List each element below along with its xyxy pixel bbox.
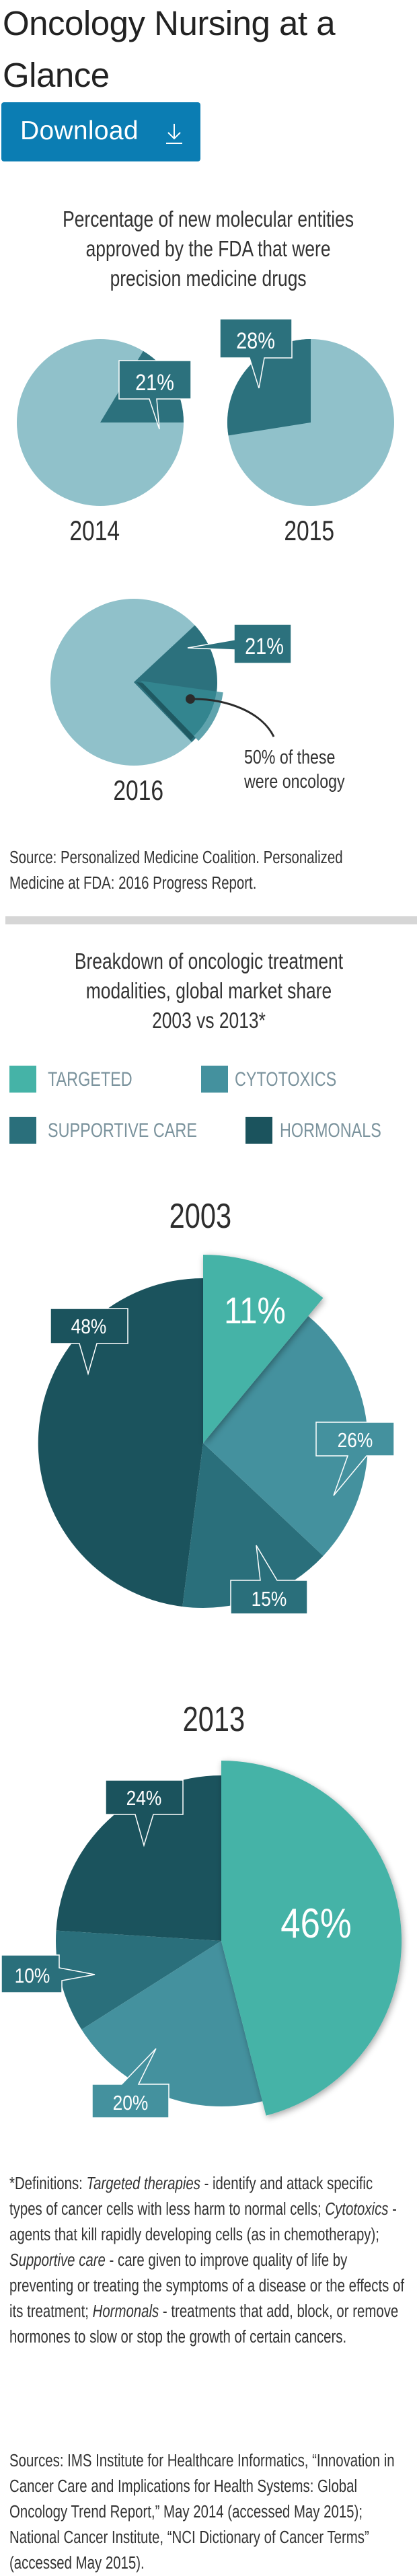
definitions: *Definitions: Targeted therapies - ident… [9,2171,408,2350]
callout-2016: 21% [187,624,292,664]
download-button[interactable]: Download [1,102,200,161]
legend-swatch-targeted [9,1066,36,1093]
pie-2014-year-wrap: 2014 [28,515,162,547]
legend-swatch-cytotoxics [201,1066,228,1093]
pie-2016-year: 2016 [113,774,164,806]
pie-2013-supportive-care [56,1930,221,2030]
pie-2016: 21% [50,599,292,766]
section1-title: Percentage of new molecular entities app… [0,205,417,293]
callout-2013-cytotoxics-label: 20% [113,2092,149,2114]
pie-2003-targeted-label: 11% [224,1290,286,1331]
callout-2016-label: 21% [245,633,284,659]
pie-2003-cytotoxics [203,1316,369,1556]
pie-2015-slice [227,339,311,436]
pie-2015-year: 2015 [284,515,335,546]
pie-2003-year-wrap: 2003 [0,1196,409,1237]
oncology-note: 50% of these were oncology [244,745,406,794]
pie-2013-targeted [221,1761,402,2116]
pie-2003-supportive-care [182,1443,324,1609]
pie-2014-year: 2014 [69,515,120,546]
pie-2014: 21% [17,339,192,506]
pie-2015-year-wrap: 2015 [242,515,377,547]
pie-2013-year-wrap: 2013 [5,1699,417,1740]
definition-text-hormonals: - treatments that add, block, or remove … [9,2302,399,2347]
pie-2013-cytotoxics [81,1941,263,2107]
legend-label-targeted: TARGETED [48,1068,132,1091]
legend-label-hormonals: HORMONALS [280,1119,381,1142]
download-label: Download [20,116,139,145]
section1-title-line: approved by the FDA that were [86,236,331,261]
pie-2015: 28% [219,318,394,506]
callout-2003-cytotoxics-label: 26% [338,1429,373,1452]
definition-term-hormonals: Hormonals [92,2302,159,2321]
callout-2013-hormonals-label: 24% [126,1787,162,1810]
section1-source-line: Medicine at FDA: 2016 Progress Report. [9,874,257,893]
legend-swatch-supportive-care [9,1117,36,1144]
pie-2003-year: 2003 [169,1197,232,1236]
pie-2003: 11% 26% 15% 48% [38,1255,395,1615]
callout-2014-label: 21% [135,369,174,396]
legend-label-supportive-care: SUPPORTIVE CARE [48,1119,197,1142]
sources-text: Sources: IMS Institute for Healthcare In… [9,2452,395,2573]
section1-title-line: precision medicine drugs [110,266,307,291]
callout-2013-supportive-label: 10% [15,1964,50,1987]
pie-2013-targeted-label: 46% [280,1901,351,1947]
download-arrow-icon [166,124,182,144]
oncology-pointer-line [190,698,275,737]
pie-2013-hormonals [56,1775,221,1941]
definitions-lead: *Definitions: [9,2174,87,2193]
callout-2015: 28% [219,318,293,389]
definition-term-cytotoxics: Cytotoxics [325,2200,389,2219]
definition-term-supportive-care: Supportive care [9,2251,106,2270]
section1-source: Source: Personalized Medicine Coalition.… [9,845,408,896]
callout-2013-hormonals: 24% [105,1779,184,1847]
page-title: Oncology Nursing at a Glance [3,4,336,94]
callout-2003-hormonals: 48% [50,1308,128,1376]
callout-2013-cytotoxics: 20% [91,2048,169,2119]
callout-2013-supportive: 10% [1,1954,96,1993]
callout-2014: 21% [118,360,192,430]
oncology-note-line: were oncology [244,771,345,793]
pie-2013: 46% 20% 10% 24% [1,1761,402,2119]
section2-title-line: Breakdown of oncologic treatment [74,949,343,973]
callout-2015-label: 28% [236,328,275,354]
callout-2003-supportive: 15% [230,1545,308,1615]
definition-text-cytotoxics: - agents that kill rapidly developing ce… [9,2200,397,2244]
legend-swatch-hormonals [245,1117,272,1144]
definition-term-targeted: Targeted therapies [86,2174,200,2193]
callout-2003-hormonals-label: 48% [71,1315,107,1338]
pie-2003-hormonals [38,1278,204,1607]
callout-2003-cytotoxics: 26% [315,1422,395,1496]
section1-source-line: Source: Personalized Medicine Coalition.… [9,848,343,867]
definition-text-targeted: - identify and attack specific types of … [9,2174,373,2219]
definition-text-supportive-care: - care given to improve quality of life … [9,2251,405,2321]
section1-title-line: Percentage of new molecular entities [63,207,354,231]
section2-title-line: 2003 vs 2013* [151,1008,266,1033]
legend-label-cytotoxics: CYTOTOXICS [235,1068,337,1091]
callout-2003-supportive-label: 15% [252,1588,287,1611]
pie-2016-year-wrap: 2016 [71,774,206,807]
section-divider [5,916,417,924]
section2-title-line: modalities, global market share [85,978,332,1003]
section2-title: Breakdown of oncologic treatment modalit… [0,947,417,1035]
oncology-note-line: 50% of these [244,747,336,768]
pie-2013-year: 2013 [182,1700,245,1739]
pie-2016-oncology-slice [141,681,217,736]
pie-2003-targeted [203,1255,324,1443]
sources: Sources: IMS Institute for Healthcare In… [9,2448,408,2576]
